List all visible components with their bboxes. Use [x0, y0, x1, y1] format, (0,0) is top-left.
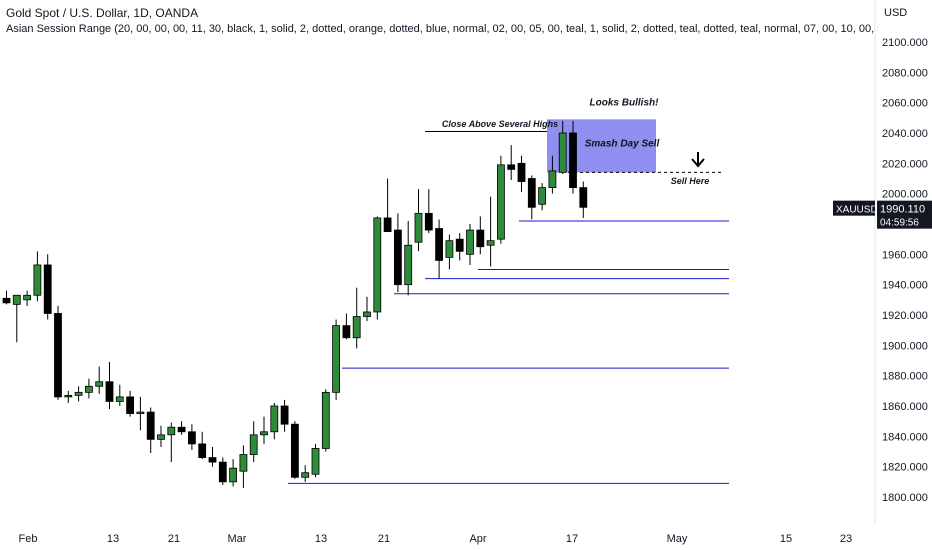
price-tick-label: 2040.000	[882, 128, 928, 140]
last-price-label: 1990.110	[880, 204, 925, 216]
bear-candle[interactable]	[198, 443, 207, 458]
bear-candle[interactable]	[579, 187, 588, 208]
symbol-tag-label: XAUUSD	[836, 205, 878, 216]
bear-candle[interactable]	[218, 461, 227, 483]
bull-candle[interactable]	[321, 391, 330, 449]
bear-candle[interactable]	[435, 228, 444, 261]
bear-candle[interactable]	[43, 264, 52, 314]
price-tick-label: 1820.000	[882, 462, 928, 474]
price-tick-label: 2080.000	[882, 67, 928, 79]
time-tick-label: 13	[107, 533, 119, 545]
bull-candle[interactable]	[352, 316, 361, 339]
bear-candle[interactable]	[177, 426, 186, 433]
looks-bullish-label: Looks Bullish!	[590, 98, 660, 109]
bull-candle[interactable]	[466, 229, 474, 255]
bear-candle[interactable]	[383, 217, 392, 232]
bull-candle[interactable]	[538, 187, 546, 205]
last-price-tag	[877, 200, 932, 229]
price-tick-label: 1960.000	[882, 249, 928, 261]
bull-candle[interactable]	[311, 448, 320, 475]
bear-candle[interactable]	[105, 381, 114, 402]
price-tick-label: 1860.000	[882, 401, 928, 413]
countdown-label: 04:59:56	[880, 218, 919, 229]
bull-candle[interactable]	[260, 431, 268, 436]
bear-candle[interactable]	[569, 132, 577, 188]
price-tick-label: 2020.000	[882, 158, 928, 170]
time-tick-label: 13	[315, 533, 327, 545]
time-tick-label: 21	[168, 533, 180, 545]
price-tick-label: 1920.000	[882, 310, 928, 322]
bull-candle[interactable]	[12, 294, 21, 305]
time-tick-label: Apr	[469, 533, 486, 545]
price-tick-label: 1880.000	[882, 371, 928, 383]
bull-candle[interactable]	[239, 454, 248, 472]
time-tick-label: 15	[780, 533, 792, 545]
price-tick-label: 2000.000	[882, 189, 928, 201]
bull-candle[interactable]	[363, 311, 371, 317]
price-tick-label: 2060.000	[882, 98, 928, 110]
bull-candle[interactable]	[157, 434, 165, 440]
down-arrow-icon	[691, 152, 705, 168]
time-tick-label: May	[667, 533, 688, 545]
bear-candle[interactable]	[187, 431, 196, 445]
time-tick-label: Feb	[19, 533, 38, 545]
bear-candle[interactable]	[146, 411, 155, 440]
time-tick-label: 17	[566, 533, 578, 545]
bull-candle[interactable]	[64, 394, 73, 398]
bull-candle[interactable]	[85, 385, 93, 393]
bear-candle[interactable]	[208, 457, 217, 463]
bear-candle[interactable]	[342, 325, 351, 339]
bull-candle[interactable]	[404, 244, 413, 286]
bear-candle[interactable]	[54, 313, 62, 398]
price-tick-label: 1840.000	[882, 431, 928, 443]
close-above-label: Close Above Several Highs	[442, 119, 558, 129]
bull-candle[interactable]	[33, 264, 42, 296]
bull-candle[interactable]	[445, 240, 454, 258]
bull-candle[interactable]	[270, 405, 279, 433]
time-tick-label: Mar	[228, 533, 247, 545]
bear-candle[interactable]	[507, 164, 516, 170]
price-tick-label: 2100.000	[882, 37, 928, 49]
bull-candle[interactable]	[74, 391, 83, 396]
bull-candle[interactable]	[23, 294, 32, 301]
indicator-legend: Asian Session Range (20, 00, 00, 00, 11,…	[6, 23, 878, 35]
bear-candle[interactable]	[476, 229, 485, 248]
price-tick-label: 1900.000	[882, 340, 928, 352]
bull-candle[interactable]	[548, 170, 557, 188]
bull-candle[interactable]	[496, 164, 505, 240]
bull-candle[interactable]	[115, 396, 124, 402]
bear-candle[interactable]	[455, 238, 464, 252]
bull-candle[interactable]	[486, 240, 495, 246]
bear-candle[interactable]	[2, 297, 11, 304]
bull-candle[interactable]	[95, 381, 104, 387]
bear-candle[interactable]	[517, 162, 526, 182]
time-tick-label: 23	[840, 533, 852, 545]
symbol-tag	[833, 200, 875, 216]
bear-candle[interactable]	[290, 423, 299, 478]
currency-label: USD	[884, 7, 907, 19]
time-tick-label: 21	[378, 533, 390, 545]
bull-candle[interactable]	[414, 212, 423, 243]
sell-here-label: Sell Here	[671, 176, 710, 186]
bull-candle[interactable]	[332, 325, 341, 393]
bear-candle[interactable]	[126, 396, 134, 414]
chart-title: Gold Spot / U.S. Dollar, 1D, OANDA	[6, 6, 199, 20]
price-tick-label: 1940.000	[882, 280, 928, 292]
bull-candle[interactable]	[167, 426, 176, 436]
bear-candle[interactable]	[393, 229, 402, 286]
bear-candle[interactable]	[527, 178, 536, 208]
bear-candle[interactable]	[280, 405, 289, 425]
bull-candle[interactable]	[373, 217, 382, 313]
bull-candle[interactable]	[136, 411, 145, 414]
price-tick-label: 1800.000	[882, 492, 928, 504]
smash-day-label: Smash Day Sell	[585, 139, 660, 150]
bull-candle[interactable]	[301, 472, 310, 478]
bear-candle[interactable]	[424, 212, 433, 231]
bull-candle[interactable]	[558, 132, 567, 173]
bull-candle[interactable]	[229, 467, 238, 483]
bull-candle[interactable]	[249, 434, 258, 455]
